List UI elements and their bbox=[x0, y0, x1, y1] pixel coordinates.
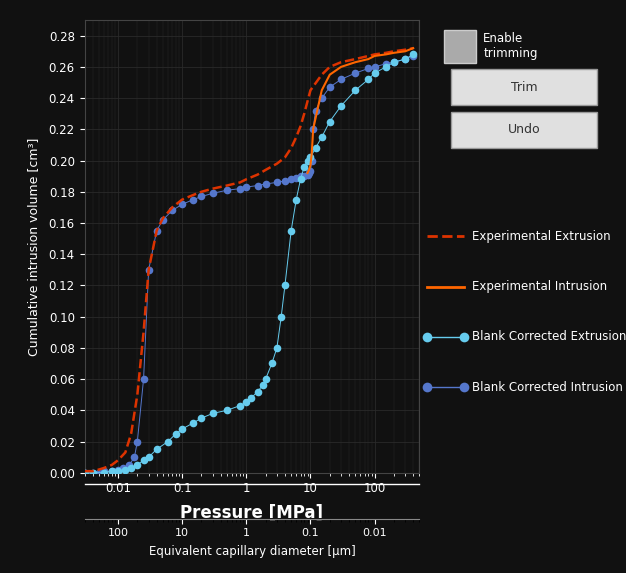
X-axis label: Pressure [MPa]: Pressure [MPa] bbox=[180, 504, 324, 522]
FancyBboxPatch shape bbox=[444, 30, 476, 62]
FancyBboxPatch shape bbox=[451, 69, 597, 105]
Text: Experimental Intrusion: Experimental Intrusion bbox=[472, 280, 607, 293]
Text: Trim: Trim bbox=[511, 81, 538, 94]
FancyBboxPatch shape bbox=[451, 112, 597, 148]
X-axis label: Equivalent capillary diameter [μm]: Equivalent capillary diameter [μm] bbox=[148, 545, 356, 558]
Text: Experimental Extrusion: Experimental Extrusion bbox=[472, 230, 610, 242]
Text: Enable
trimming: Enable trimming bbox=[483, 32, 538, 60]
Text: Undo: Undo bbox=[508, 123, 541, 136]
Y-axis label: Cumulative intrusion volume [cm³]: Cumulative intrusion volume [cm³] bbox=[28, 137, 40, 356]
Text: Blank Corrected Extrusion: Blank Corrected Extrusion bbox=[472, 331, 626, 343]
Text: Blank Corrected Intrusion: Blank Corrected Intrusion bbox=[472, 381, 623, 394]
